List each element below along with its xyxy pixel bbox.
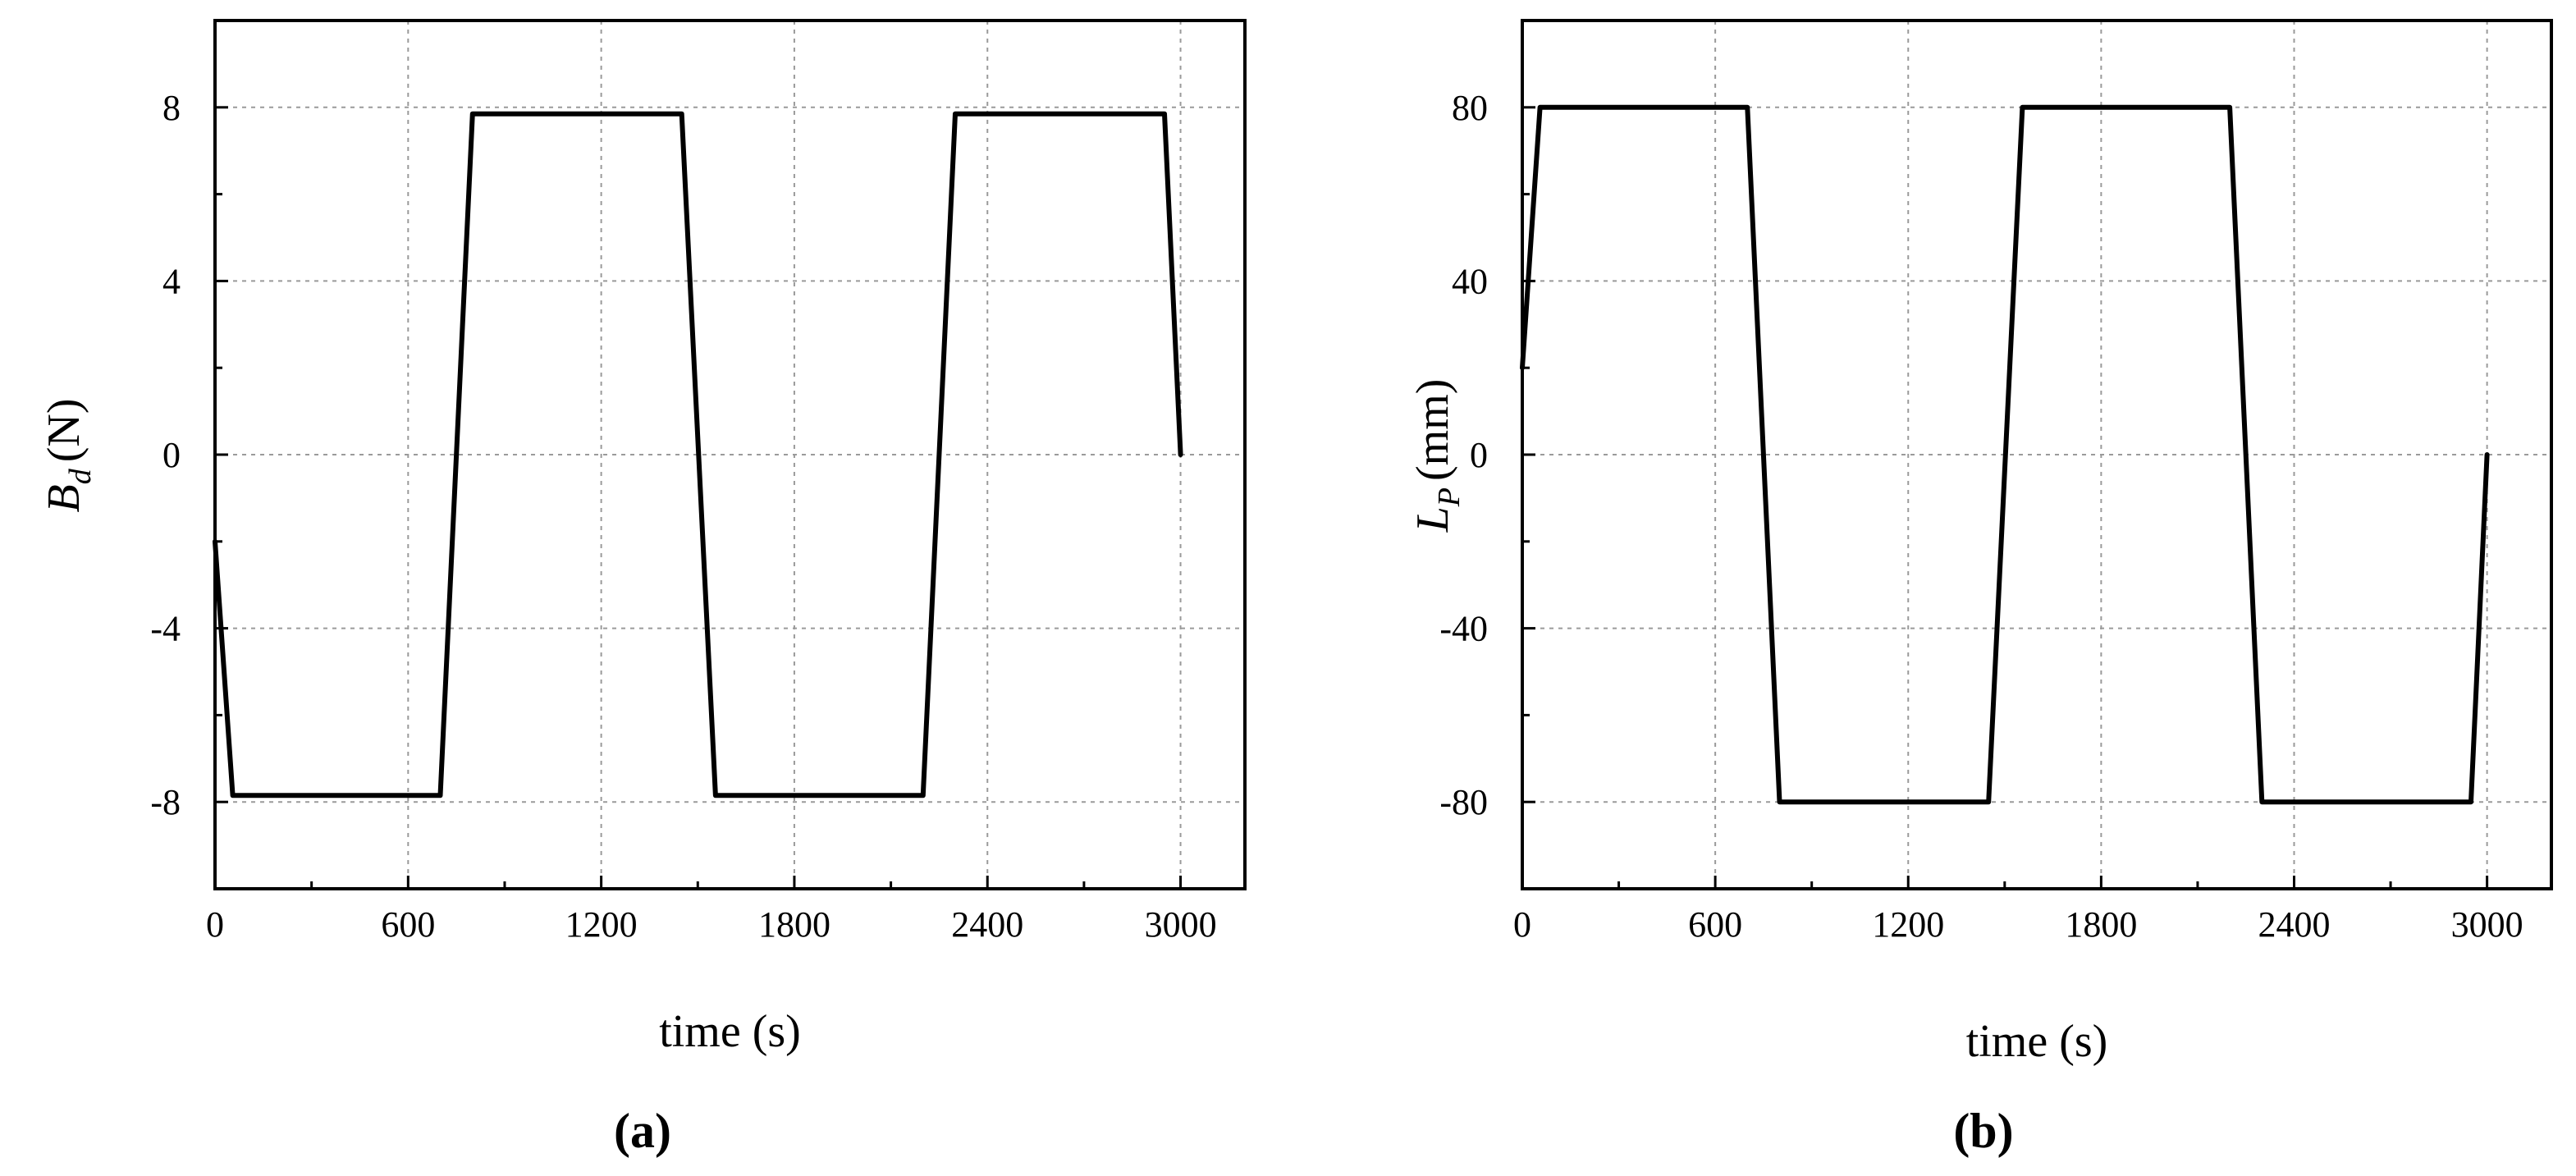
x-axis-label-b: time (s) [1966,1016,2108,1067]
y-axis-label-main-a: B [39,484,89,512]
tick-labels-a: 0 600 1200 1800 2400 3000 -8 -4 0 4 8 [150,88,1216,945]
panel-label-b: (b) [1953,1104,2013,1158]
y-axis-label-sub-b: P [1432,487,1466,507]
x-axis-label-a: time (s) [659,1006,801,1057]
y-tick-label-0: -80 [1439,782,1488,822]
series-b [1520,104,2490,805]
y-tick-label-1: -40 [1439,609,1488,649]
tick-labels-b: 0 600 1200 1800 2400 3000 -80 -40 0 40 80 [1439,88,2523,945]
series-line-0 [213,111,1183,798]
x-tick-label-2: 1200 [1872,904,1944,945]
y-axis-label-unit-b: (mm) [1407,379,1458,481]
x-tick-label-1: 600 [1688,904,1742,945]
ticks-b [1521,19,2489,890]
panel-label-a: (a) [614,1104,671,1158]
x-tick-label-3: 1800 [2065,904,2137,945]
y-axis-label-sub-a: d [63,468,98,484]
y-tick-label-3: 4 [162,261,181,301]
y-tick-label-2: 0 [1470,435,1488,475]
y-tick-label-2: 0 [162,435,181,475]
ticks-a [213,19,1183,890]
grid-b [1522,21,2551,889]
x-tick-label-1: 600 [381,904,435,945]
grid-a [215,21,1245,889]
x-tick-label-0: 0 [1513,904,1531,945]
y-tick-label-3: 40 [1452,261,1488,301]
series-line-0 [1520,104,2490,805]
y-tick-label-4: 80 [1452,88,1488,128]
y-tick-label-1: -4 [150,609,181,649]
y-axis-label-b: LP (mm) [1407,379,1466,533]
y-axis-label-unit-a: (N) [39,399,89,463]
x-tick-label-3: 1800 [758,904,830,945]
x-tick-label-4: 2400 [2258,904,2331,945]
y-axis-label-main-b: L [1407,506,1458,533]
x-tick-label-0: 0 [206,904,224,945]
y-axis-label-a: Bd (N) [39,399,98,513]
x-tick-label-5: 3000 [2451,904,2523,945]
x-tick-label-2: 1200 [565,904,638,945]
chart-b: 0 600 1200 1800 2400 3000 -80 -40 0 40 80 time (s)… [1407,19,2553,1158]
x-tick-label-4: 2400 [951,904,1023,945]
y-tick-label-4: 8 [162,88,181,128]
chart-a: 0 600 1200 1800 2400 3000 -8 -4 0 4 8 time (s) Bd (… [39,19,1247,1158]
panel-a: 0 600 1200 1800 2400 3000 -8 -4 0 4 8 time (s) Bd (… [39,19,1247,1158]
panel-b: 0 600 1200 1800 2400 3000 -80 -40 0 40 80 time (s)… [1288,0,2576,1176]
series-a [213,111,1183,798]
y-tick-label-0: -8 [150,782,181,822]
x-tick-label-5: 3000 [1145,904,1217,945]
